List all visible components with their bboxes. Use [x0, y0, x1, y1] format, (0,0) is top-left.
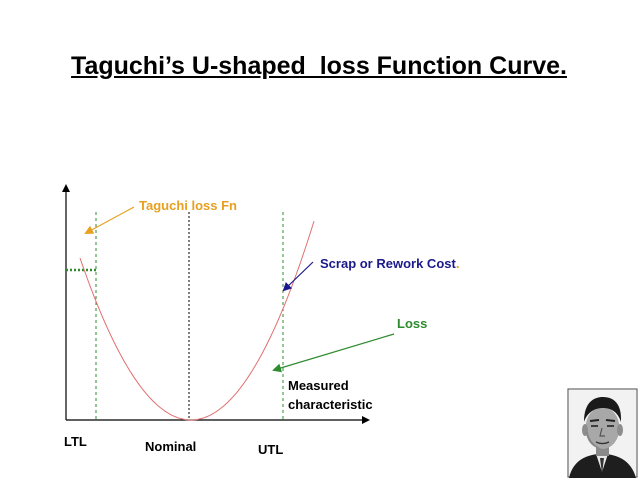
- scrap-rework-text: Scrap or Rework Cost: [320, 256, 456, 271]
- slide-title: Taguchi’s U-shaped loss Function Curve.: [71, 52, 567, 80]
- loss-pointer-arrow: [272, 333, 395, 373]
- scrap-rework-label: Scrap or Rework Cost.: [320, 254, 459, 273]
- scrap-rework-period: .: [455, 256, 460, 271]
- measured-line-1: Measured: [288, 378, 349, 393]
- taguchi-loss-label: Taguchi loss Fn: [139, 198, 237, 213]
- measured-characteristic-label: Measured characteristic: [288, 376, 373, 414]
- utl-label: UTL: [258, 442, 284, 457]
- ltl-label: LTL: [64, 434, 87, 449]
- taguchi-pointer-arrow: [84, 206, 135, 234]
- measured-line-2: characteristic: [288, 397, 373, 412]
- loss-curve: [79, 220, 315, 421]
- person-photo-icon: [567, 388, 638, 478]
- nominal-label: Nominal: [145, 439, 197, 454]
- loss-label: Loss: [397, 316, 428, 331]
- scrap-pointer-arrow: [282, 261, 314, 292]
